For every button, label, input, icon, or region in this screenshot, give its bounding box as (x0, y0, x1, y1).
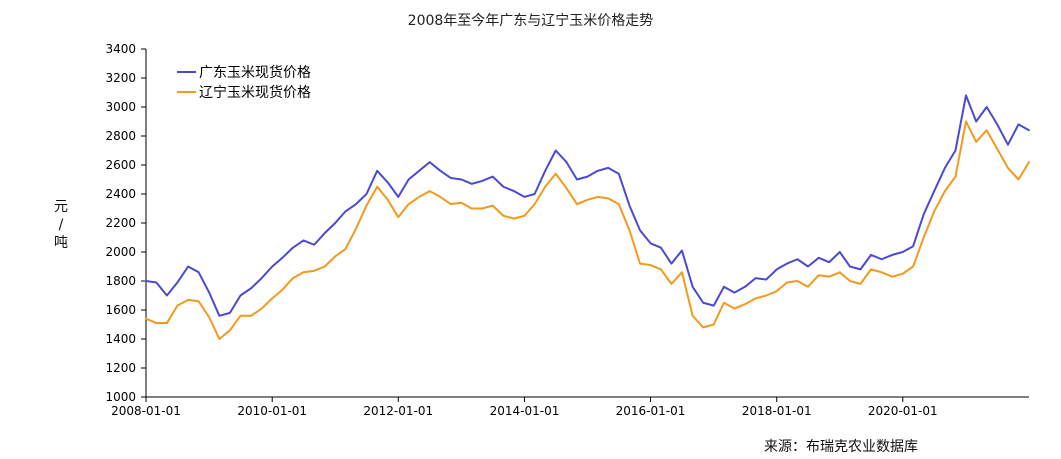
y-tick-label: 2600 (105, 158, 136, 172)
series-line-2 (145, 120, 1030, 340)
y-tick-label: 1800 (105, 274, 136, 288)
y-tick-label: 2800 (105, 129, 136, 143)
y-tick-label: 2400 (105, 187, 136, 201)
y-tick-label: 1200 (105, 361, 136, 375)
y-tick-label: 3400 (105, 42, 136, 56)
y-tick-label: 1600 (105, 303, 136, 317)
y-tick-label: 2000 (105, 245, 136, 259)
y-tick-label: 3000 (105, 100, 136, 114)
y-tick-label: 3200 (105, 71, 136, 85)
y-axis-label-char: / (58, 217, 64, 233)
y-axis-label-char: 元 (54, 199, 68, 215)
legend-label-1: 广东玉米现货价格 (199, 64, 311, 81)
x-tick-label: 2018-01-01 (742, 404, 812, 418)
y-tick-label: 2200 (105, 216, 136, 230)
x-tick-label: 2014-01-01 (490, 404, 560, 418)
x-tick-label: 2008-01-01 (111, 404, 181, 418)
series-line-1 (145, 94, 1030, 317)
source-text: 来源：布瑞克农业数据库 (764, 439, 918, 455)
y-tick-label: 1000 (105, 390, 136, 404)
axes-layer: 1000 1200 1400 1600 1800 2000 2200 2400 2600 2800… (105, 42, 1029, 418)
x-tick-label: 2010-01-01 (237, 404, 307, 418)
y-tick-label: 1400 (105, 332, 136, 346)
chart-title: 2008年至今年广东与辽宁玉米价格走势 (407, 13, 654, 29)
legend-label-2: 辽宁玉米现货价格 (199, 84, 311, 101)
series-layer (145, 94, 1030, 340)
x-tick-label: 2016-01-01 (616, 404, 686, 418)
x-tick-label: 2020-01-01 (868, 404, 938, 418)
y-axis-label: 元 / 吨 (52, 198, 70, 252)
x-tick-label: 2012-01-01 (363, 404, 433, 418)
y-axis-label-char: 吨 (54, 235, 68, 251)
